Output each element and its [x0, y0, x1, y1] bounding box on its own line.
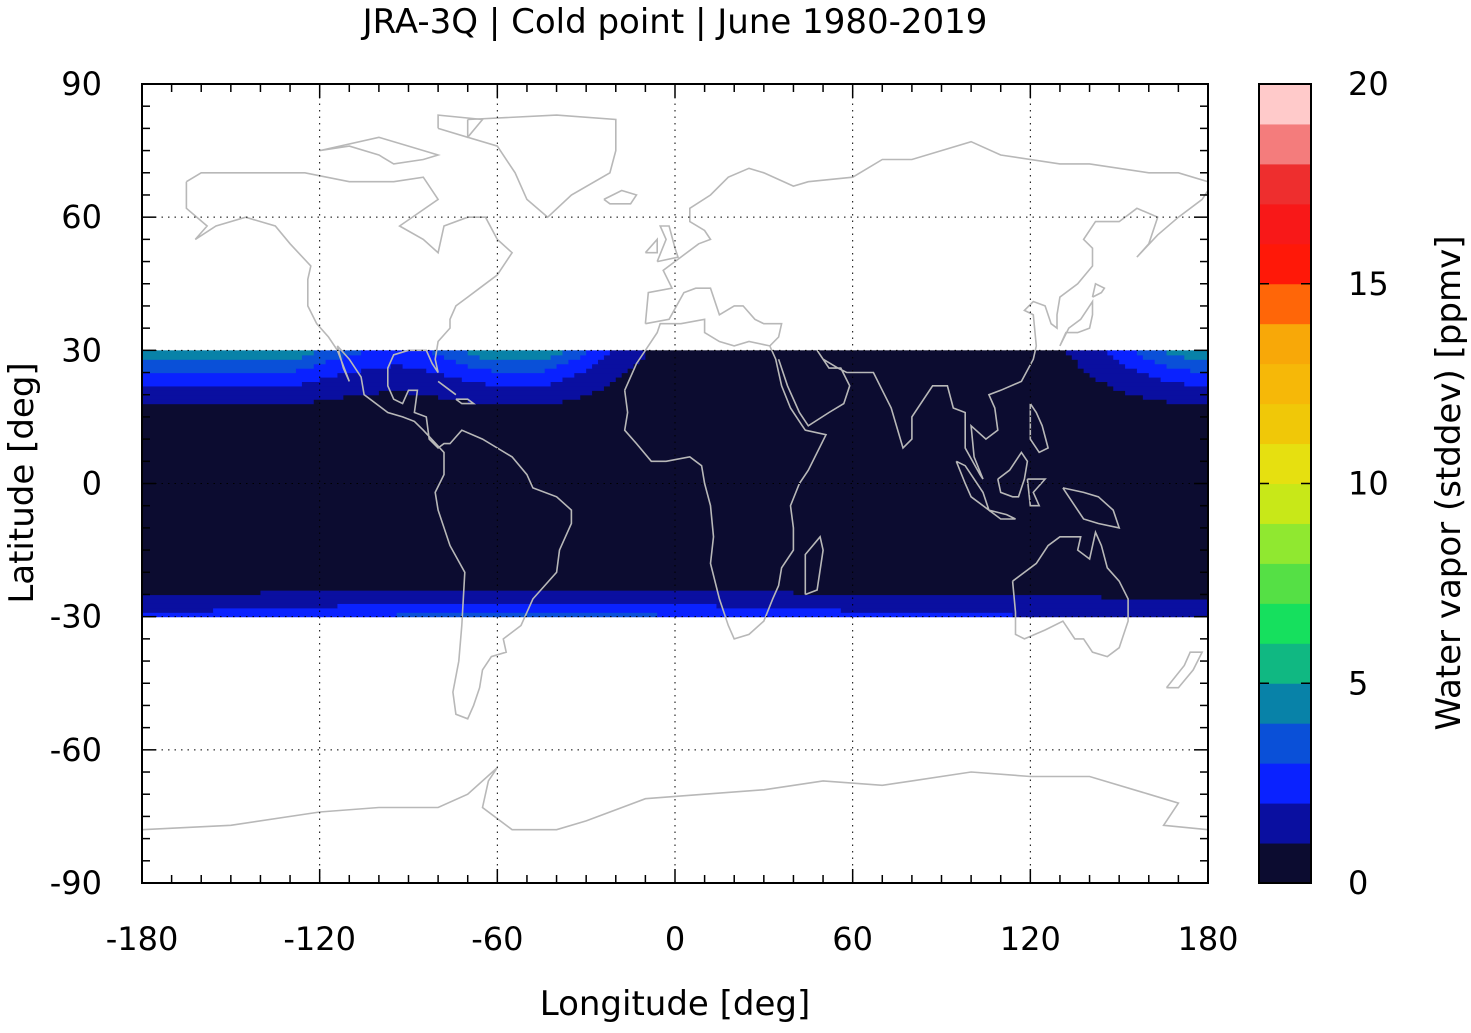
- colorbar-segment: [1259, 283, 1311, 325]
- colorbar-segment: [1259, 683, 1311, 724]
- coastline: [644, 140, 1208, 324]
- axes: [141, 83, 1209, 884]
- colorbar-segment: [1259, 643, 1311, 684]
- coastline: [185, 172, 573, 720]
- colorbar-segment: [1259, 403, 1311, 445]
- chart-title: JRA-3Q | Cold point | June 1980-2019: [361, 2, 988, 42]
- grid: [142, 84, 1208, 883]
- colorbar-segment: [1259, 323, 1311, 365]
- coastlines: [142, 114, 1208, 831]
- colorbar-segment: [1259, 803, 1311, 844]
- x-tick-label: -60: [471, 920, 523, 958]
- colorbar-segment: [1259, 843, 1311, 884]
- coastline: [1062, 487, 1121, 529]
- colorbar-segment: [1259, 84, 1311, 125]
- coastline: [656, 225, 680, 263]
- x-tick-label: -120: [283, 920, 356, 958]
- x-tick-label: -180: [106, 920, 179, 958]
- colorbar-segment: [1259, 763, 1311, 804]
- coastline: [997, 450, 1029, 498]
- coastline: [1059, 298, 1094, 347]
- x-tick-label: 0: [665, 920, 685, 958]
- y-tick-label: -30: [50, 598, 102, 636]
- x-tick-label: 120: [1000, 920, 1061, 958]
- y-tick-label: 30: [61, 331, 102, 369]
- coastline: [1026, 478, 1047, 507]
- colorbar-tick-label: 0: [1348, 864, 1368, 902]
- coastline: [603, 189, 638, 205]
- y-tick-label: 90: [61, 65, 102, 103]
- y-tick-label: -90: [50, 864, 102, 902]
- colorbar-tick-label: 10: [1348, 465, 1389, 503]
- colorbar-segment: [1259, 483, 1311, 524]
- coastline: [437, 380, 457, 396]
- colorbar-segment: [1259, 123, 1311, 165]
- colorbar-segment: [1259, 203, 1311, 245]
- y-tick-label: 0: [82, 465, 102, 503]
- colorbar-tick-label: 20: [1348, 65, 1389, 103]
- coastline: [142, 767, 1208, 831]
- coastline: [319, 136, 441, 165]
- y-tick-label: 60: [61, 198, 102, 236]
- colorbar-segment: [1259, 723, 1311, 764]
- coastline: [437, 114, 485, 139]
- colorbar-segment: [1259, 563, 1311, 604]
- y-axis-label: Latitude [deg]: [2, 362, 42, 603]
- coastline: [1029, 403, 1050, 454]
- coastline: [988, 509, 1016, 520]
- x-tick-labels: -180 -120 -60 0 60 120 180: [106, 920, 1239, 958]
- coastline: [645, 287, 783, 347]
- x-axis-label: Longitude [deg]: [540, 984, 811, 1024]
- coastline: [455, 398, 477, 405]
- x-tick-label: 180: [1177, 920, 1238, 958]
- coastline: [1165, 651, 1204, 689]
- y-tick-labels: 90 60 30 0 -30 -60 -90: [50, 65, 102, 902]
- coastline: [777, 190, 1208, 480]
- coastline: [1091, 282, 1106, 298]
- coastline: [644, 237, 658, 254]
- colorbar-tick-label: 15: [1348, 265, 1389, 303]
- coastline: [466, 114, 617, 219]
- colorbar: [1258, 83, 1312, 884]
- colorbar-segment: [1259, 363, 1311, 405]
- colorbar-segment: [1259, 523, 1311, 564]
- colorbar-segment: [1259, 243, 1311, 285]
- colorbar-segment: [1259, 603, 1311, 644]
- colorbar-tick-label: 5: [1348, 664, 1368, 702]
- colorbar-label: Water vapor (stddev) [ppmv]: [1429, 236, 1469, 731]
- colorbar-segment: [1259, 163, 1311, 205]
- x-tick-label: 60: [832, 920, 873, 958]
- coastline: [804, 535, 824, 596]
- coastline: [1011, 529, 1129, 658]
- coastline: [623, 318, 828, 640]
- colorbar-segment: [1259, 443, 1311, 484]
- colorbar-tick-labels: 0 5 10 15 20: [1348, 65, 1389, 902]
- y-tick-label: -60: [50, 731, 102, 769]
